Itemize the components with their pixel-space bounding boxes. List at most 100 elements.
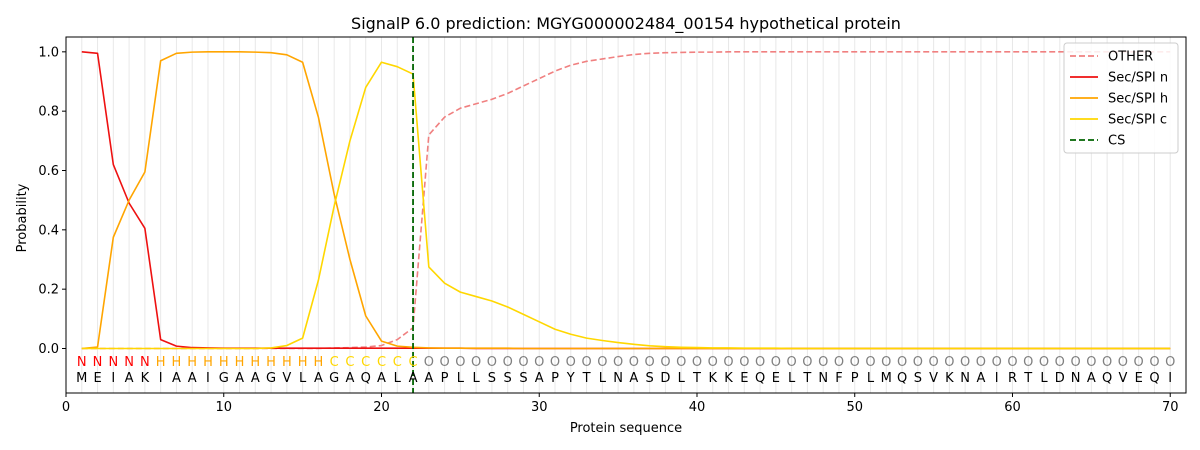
residue-label: K	[724, 371, 733, 386]
residue-label: L	[473, 371, 481, 386]
region-label: O	[771, 355, 781, 370]
region-label: O	[471, 355, 481, 370]
region-label: C	[361, 355, 370, 370]
residue-label: E	[1135, 371, 1143, 386]
residue-label: R	[1008, 371, 1017, 386]
region-label: O	[503, 355, 513, 370]
series-line-sec-spi-c	[81, 61, 1171, 350]
y-tick-label: 0.0	[38, 342, 59, 357]
residue-label: S	[646, 371, 654, 386]
y-tick-label: 0.8	[38, 105, 59, 120]
region-label: N	[124, 355, 134, 370]
region-label: H	[282, 355, 292, 370]
residue-label: T	[582, 371, 591, 386]
x-axis-label: Protein sequence	[570, 421, 682, 436]
residue-label: P	[851, 371, 859, 386]
residue-label: G	[266, 371, 276, 386]
region-label: H	[203, 355, 213, 370]
region-label: O	[881, 355, 891, 370]
region-label: O	[865, 355, 875, 370]
region-label: N	[77, 355, 87, 370]
y-axis-label: Probability	[15, 183, 30, 252]
region-label: O	[424, 355, 434, 370]
residue-label: Q	[755, 371, 765, 386]
residue-label: Q	[897, 371, 907, 386]
residue-label: I	[111, 371, 115, 386]
residue-label: A	[235, 371, 244, 386]
residue-label: A	[125, 371, 134, 386]
region-label: O	[1118, 355, 1128, 370]
grid-lines	[81, 37, 1171, 393]
region-label: O	[992, 355, 1002, 370]
region-label: O	[739, 355, 749, 370]
region-label: C	[330, 355, 339, 370]
region-label: O	[802, 355, 812, 370]
residue-label: N	[960, 371, 970, 386]
region-label: N	[140, 355, 150, 370]
residue-label: T	[692, 371, 701, 386]
residue-label: A	[1087, 371, 1096, 386]
x-tick-label: 70	[1162, 400, 1179, 415]
residue-label: Q	[1149, 371, 1159, 386]
residue-label: F	[835, 371, 842, 386]
region-label: N	[93, 355, 103, 370]
region-label: N	[108, 355, 118, 370]
region-label: O	[960, 355, 970, 370]
region-label: O	[487, 355, 497, 370]
region-label: H	[156, 355, 166, 370]
region-label: H	[314, 355, 324, 370]
region-label: O	[913, 355, 923, 370]
legend-box	[1063, 42, 1179, 154]
residue-label: I	[159, 371, 163, 386]
region-label: O	[550, 355, 560, 370]
region-label: O	[1007, 355, 1017, 370]
residue-label: P	[441, 371, 449, 386]
y-tick-label: 0.4	[38, 223, 59, 238]
residue-label: A	[377, 371, 386, 386]
residue-label: E	[772, 371, 780, 386]
residue-label: A	[345, 371, 354, 386]
residue-label: L	[788, 371, 796, 386]
residue-label: K	[945, 371, 954, 386]
region-label: O	[455, 355, 465, 370]
residue-label: A	[409, 371, 418, 386]
residue-label: Q	[1102, 371, 1112, 386]
residue-label: L	[599, 371, 607, 386]
region-label: O	[818, 355, 828, 370]
legend-label: OTHER	[1108, 50, 1153, 65]
region-label: C	[377, 355, 386, 370]
residue-label: P	[551, 371, 559, 386]
plot-frame	[65, 36, 1187, 394]
region-label: O	[928, 355, 938, 370]
residue-label: D	[1055, 371, 1065, 386]
residue-label: A	[172, 371, 181, 386]
region-label: O	[629, 355, 639, 370]
residue-label: V	[929, 371, 938, 386]
region-label: O	[613, 355, 623, 370]
residue-label: V	[282, 371, 291, 386]
residue-label: A	[188, 371, 197, 386]
region-label: O	[660, 355, 670, 370]
residue-label: I	[1168, 371, 1172, 386]
residue-label: Q	[361, 371, 371, 386]
legend: OTHER Sec/SPI n Sec/SPI h Sec/SPI c CS	[1063, 42, 1179, 154]
x-tick-label: 10	[215, 400, 232, 415]
region-label: H	[235, 355, 245, 370]
series-line-sec-spi-h	[81, 51, 1171, 350]
residue-label: T	[1023, 371, 1032, 386]
residue-label: M	[881, 371, 892, 386]
residue-label: A	[251, 371, 260, 386]
region-label: O	[1070, 355, 1080, 370]
residue-label: L	[1040, 371, 1048, 386]
residue-label: M	[76, 371, 87, 386]
residue-label: G	[329, 371, 339, 386]
residue-label: N	[1071, 371, 1081, 386]
residue-label: A	[976, 371, 985, 386]
residue-label: Y	[566, 371, 575, 386]
region-label: C	[393, 355, 402, 370]
residue-label: L	[457, 371, 465, 386]
residue-label: A	[314, 371, 323, 386]
residue-label: I	[206, 371, 210, 386]
region-label: O	[534, 355, 544, 370]
